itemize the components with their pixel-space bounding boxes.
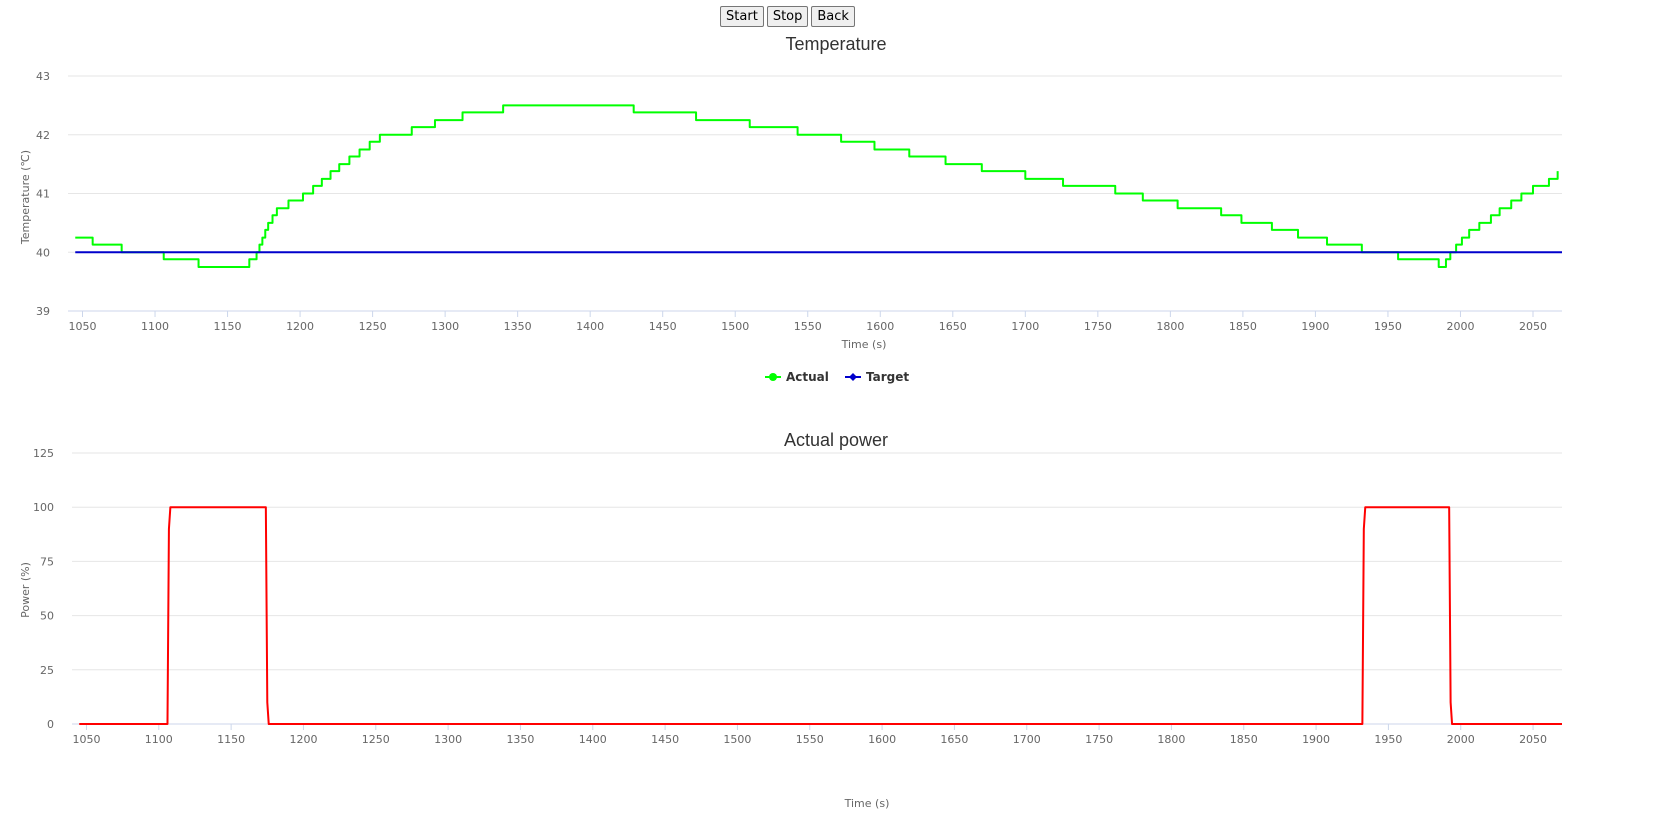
y-tick-label: 41 [36, 188, 50, 201]
x-tick-label: 1100 [145, 733, 173, 746]
x-tick-label: 1550 [794, 320, 822, 333]
y-tick-label: 42 [36, 129, 50, 142]
x-tick-label: 1400 [579, 733, 607, 746]
y-tick-label: 100 [33, 501, 54, 514]
x-axis-title: Time (s) [844, 797, 890, 810]
x-tick-label: 1550 [796, 733, 824, 746]
toolbar: Start Stop Back [0, 6, 1575, 27]
power-chart: Actual power 0 25 50 75 100 125 1050 1100 1150 1… [19, 430, 1562, 810]
legend-target-marker [849, 373, 857, 381]
x-tick-label: 1850 [1229, 320, 1257, 333]
y-axis-title: Temperature (℃) [19, 150, 32, 245]
x-tick-label: 1750 [1085, 733, 1113, 746]
y-tick-label: 125 [33, 447, 54, 460]
y-tick-label: 39 [36, 305, 50, 318]
x-tick-label: 1250 [359, 320, 387, 333]
x-tick-label: 1400 [576, 320, 604, 333]
y-tick-label: 40 [36, 246, 50, 259]
x-tick-label: 1200 [289, 733, 317, 746]
y-tick-label: 50 [40, 610, 54, 623]
x-axis-title: Time (s) [841, 338, 887, 351]
x-tick-label: 1800 [1157, 733, 1185, 746]
legend-item-actual[interactable]: Actual [765, 370, 829, 384]
back-button[interactable]: Back [811, 6, 855, 27]
x-tick-label: 1050 [69, 320, 97, 333]
x-tick-label: 1350 [506, 733, 534, 746]
x-tick-label: 1500 [723, 733, 751, 746]
x-tick-label: 1450 [649, 320, 677, 333]
stop-button[interactable]: Stop [766, 6, 809, 27]
temperature-chart: Temperature 39 40 41 42 43 1050 1100 1150 1200 1… [19, 34, 1562, 384]
x-tick-label: 1300 [434, 733, 462, 746]
x-tick-label: 1100 [141, 320, 169, 333]
legend-actual-label: Actual [786, 370, 829, 384]
series-line-actual[interactable] [75, 104, 1559, 268]
x-tick-label: 2000 [1447, 733, 1475, 746]
x-tick-label: 1500 [721, 320, 749, 333]
legend-item-target[interactable]: Target [845, 370, 909, 384]
x-tick-label: 1800 [1156, 320, 1184, 333]
x-tick-label: 1300 [431, 320, 459, 333]
legend: Actual Target [765, 370, 909, 384]
x-tick-label: 1750 [1084, 320, 1112, 333]
x-tick-label: 1950 [1374, 733, 1402, 746]
x-tick-label: 1900 [1301, 320, 1329, 333]
start-button[interactable]: Start [720, 6, 764, 27]
chart-title: Actual power [784, 430, 888, 450]
x-tick-label: 1350 [504, 320, 532, 333]
y-tick-label: 75 [40, 555, 54, 568]
y-tick-label: 43 [36, 70, 50, 83]
x-tick-label: 1050 [72, 733, 100, 746]
x-tick-label: 2050 [1519, 733, 1547, 746]
y-tick-label: 0 [47, 718, 54, 731]
x-tick-label: 1900 [1302, 733, 1330, 746]
x-tick-label: 2000 [1446, 320, 1474, 333]
series-line-power[interactable] [79, 506, 1562, 725]
x-tick-label: 2050 [1519, 320, 1547, 333]
x-tick-label: 1250 [362, 733, 390, 746]
x-tick-label: 1700 [1011, 320, 1039, 333]
x-tick-label: 1150 [217, 733, 245, 746]
x-tick-label: 1700 [1013, 733, 1041, 746]
x-tick-label: 1650 [939, 320, 967, 333]
legend-target-label: Target [866, 370, 909, 384]
x-tick-label: 1850 [1230, 733, 1258, 746]
x-tick-label: 1950 [1374, 320, 1402, 333]
x-tick-label: 1150 [214, 320, 242, 333]
x-tick-label: 1650 [940, 733, 968, 746]
x-tick-label: 1600 [868, 733, 896, 746]
x-tick-label: 1200 [286, 320, 314, 333]
y-tick-label: 25 [40, 664, 54, 677]
x-tick-label: 1600 [866, 320, 894, 333]
chart-title: Temperature [785, 34, 886, 54]
x-tick-label: 1450 [651, 733, 679, 746]
legend-actual-marker [769, 373, 777, 381]
y-axis-title: Power (%) [19, 562, 32, 618]
